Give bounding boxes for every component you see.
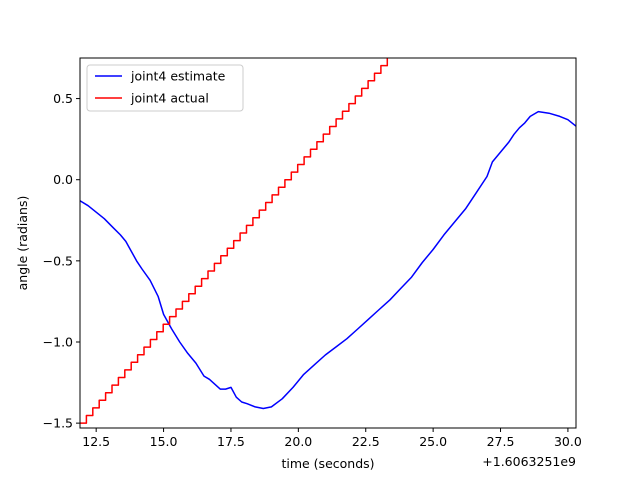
- legend: joint4 estimate joint4 actual: [86, 64, 244, 112]
- y-tick-label: 0.0: [53, 172, 73, 187]
- y-axis-label: angle (radians): [15, 196, 30, 291]
- y-tick-label: −1.0: [43, 334, 73, 349]
- x-tick-label: 27.5: [487, 434, 515, 449]
- legend-label-joint4-estimate: joint4 estimate: [130, 69, 226, 84]
- legend-box: [86, 64, 244, 112]
- legend-label-joint4-actual: joint4 actual: [130, 91, 209, 106]
- x-tick-label: 30.0: [554, 434, 582, 449]
- plot-frame: [79, 57, 577, 429]
- plot-area: [80, 58, 576, 428]
- y-tick-label: −1.5: [43, 416, 73, 431]
- x-tick-label: 25.0: [419, 434, 447, 449]
- x-tick-label: 12.5: [82, 434, 110, 449]
- x-tick-label: 15.0: [150, 434, 178, 449]
- x-offset-label: +1.6063251e9: [482, 454, 576, 469]
- x-tick-label: 22.5: [352, 434, 380, 449]
- x-axis-label: time (seconds): [281, 456, 374, 471]
- x-tick-label: 20.0: [284, 434, 312, 449]
- series-line-joint4-estimate: [80, 110, 576, 410]
- y-tick-label: −0.5: [43, 253, 73, 268]
- series-line-joint4-actual: [80, 58, 389, 424]
- y-tick-label: 0.5: [53, 91, 73, 106]
- x-tick-label: 17.5: [217, 434, 245, 449]
